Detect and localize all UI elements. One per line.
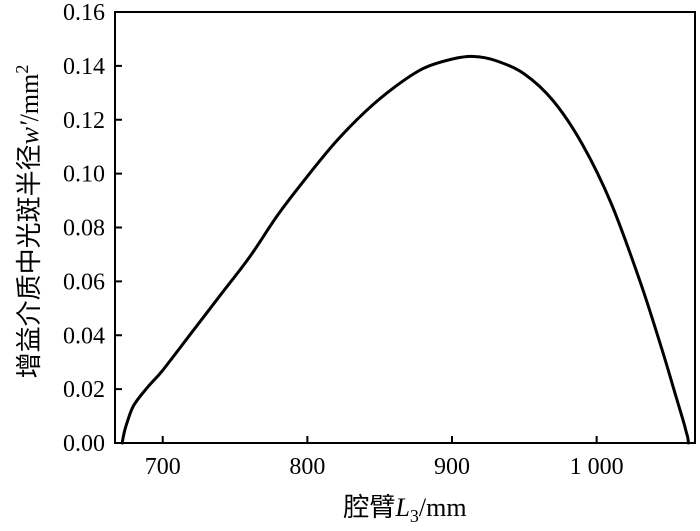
series-layer <box>120 54 690 445</box>
y-tick-label: 0.14 <box>63 54 105 80</box>
x-tick-label: 700 <box>145 454 181 480</box>
axes: 0.00 0.02 0.04 0.06 0.08 0.10 0.12 0.14 0.16 700 8… <box>63 0 696 480</box>
series-line <box>120 54 690 445</box>
y-tick-label: 0.02 <box>63 377 105 403</box>
y-tick-label: 0.00 <box>63 431 105 457</box>
labels-layer: 腔臂L3/mm 增益介质中光斑半径w′/mm2 <box>12 65 467 526</box>
x-axis-label: 腔臂L3/mm <box>343 493 466 526</box>
x-tick-label: 800 <box>289 454 325 480</box>
y-tick-label: 0.16 <box>63 0 105 26</box>
y-tick-label: 0.04 <box>63 323 105 349</box>
plot-frame <box>114 11 696 444</box>
y-tick-label: 0.06 <box>63 269 105 295</box>
y-tick-label: 0.12 <box>63 108 105 134</box>
x-tick-label: 1 000 <box>570 454 624 480</box>
y-axis-label: 增益介质中光斑半径w′/mm2 <box>12 65 44 379</box>
y-tick-label: 0.10 <box>63 162 105 188</box>
x-tick-label: 900 <box>434 454 470 480</box>
y-tick-label: 0.08 <box>63 216 105 242</box>
